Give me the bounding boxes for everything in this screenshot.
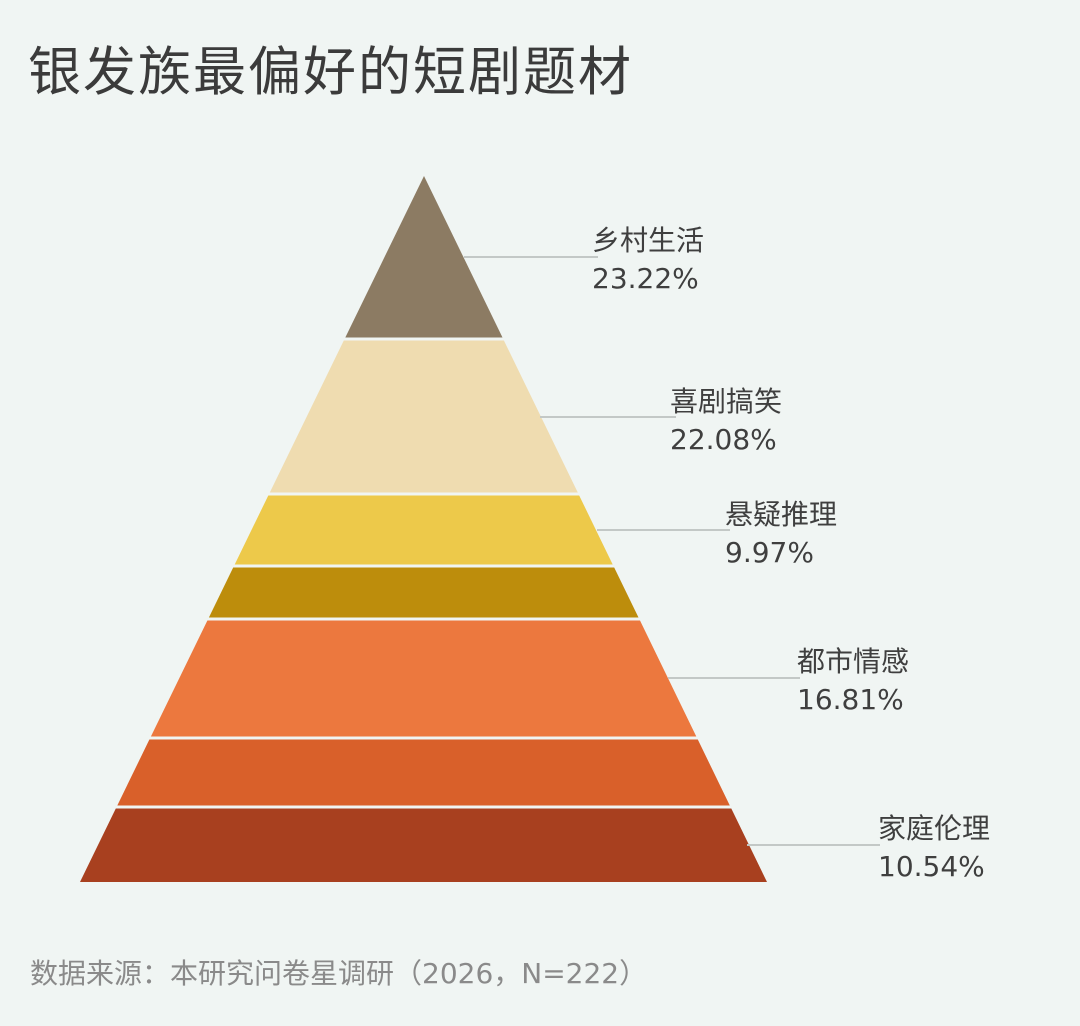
- pyramid-band-2: [269, 340, 578, 493]
- pyramid-band-4: [208, 567, 639, 618]
- value-label-2: 22.08%: [670, 423, 777, 456]
- pyramid-band-7: [80, 808, 767, 882]
- category-label-2: 喜剧搞笑: [670, 385, 782, 418]
- value-label-3: 9.97%: [725, 536, 814, 569]
- value-label-5: 10.54%: [878, 850, 985, 883]
- category-label-3: 悬疑推理: [725, 498, 837, 531]
- pyramid-band-6: [117, 739, 730, 806]
- category-label-4: 都市情感: [797, 645, 909, 678]
- pyramid-band-3: [234, 495, 613, 565]
- value-label-1: 23.22%: [592, 262, 699, 295]
- category-label-1: 乡村生活: [592, 224, 704, 257]
- source-note: 数据来源：本研究问卷星调研（2026，N=222）: [30, 957, 648, 990]
- pyramid-band-5: [150, 620, 697, 737]
- category-label-5: 家庭伦理: [878, 812, 990, 845]
- chart-title: 银发族最偏好的短剧题材: [28, 42, 633, 103]
- pyramid-band-1: [345, 176, 503, 338]
- value-label-4: 16.81%: [797, 683, 904, 716]
